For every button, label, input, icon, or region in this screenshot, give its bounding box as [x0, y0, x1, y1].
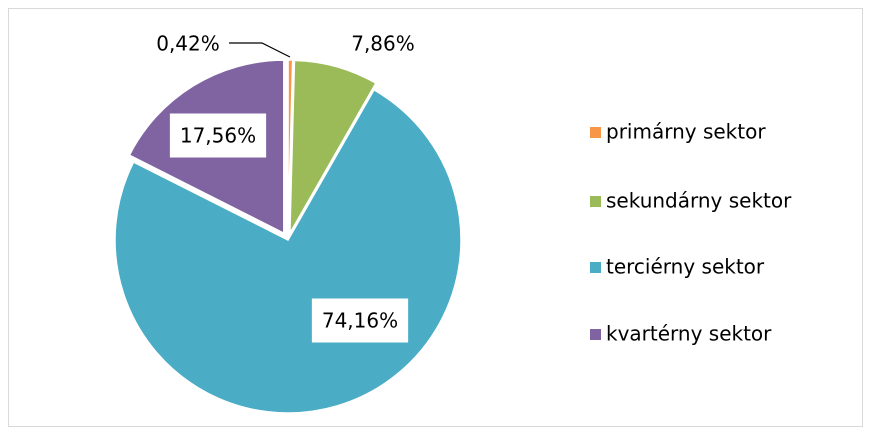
legend-label: sekundárny sektor — [606, 189, 792, 213]
pie-slice — [289, 59, 377, 234]
data-label-box — [311, 298, 409, 343]
pie-slice — [287, 59, 294, 234]
data-label: 7,86% — [351, 32, 415, 56]
legend-label: terciérny sektor — [606, 255, 765, 279]
legend-swatch — [590, 196, 601, 207]
data-label: 0,42% — [156, 32, 220, 56]
data-label: 74,16% — [322, 309, 398, 333]
leader-line — [229, 42, 291, 58]
data-label: 17,56% — [180, 124, 256, 148]
legend-swatch — [590, 127, 601, 138]
legend-swatch — [590, 262, 601, 273]
data-label-box — [169, 113, 267, 158]
legend-label: kvartérny sektor — [606, 322, 772, 346]
legend-label: primárny sektor — [606, 120, 766, 144]
legend-swatch — [590, 329, 601, 340]
